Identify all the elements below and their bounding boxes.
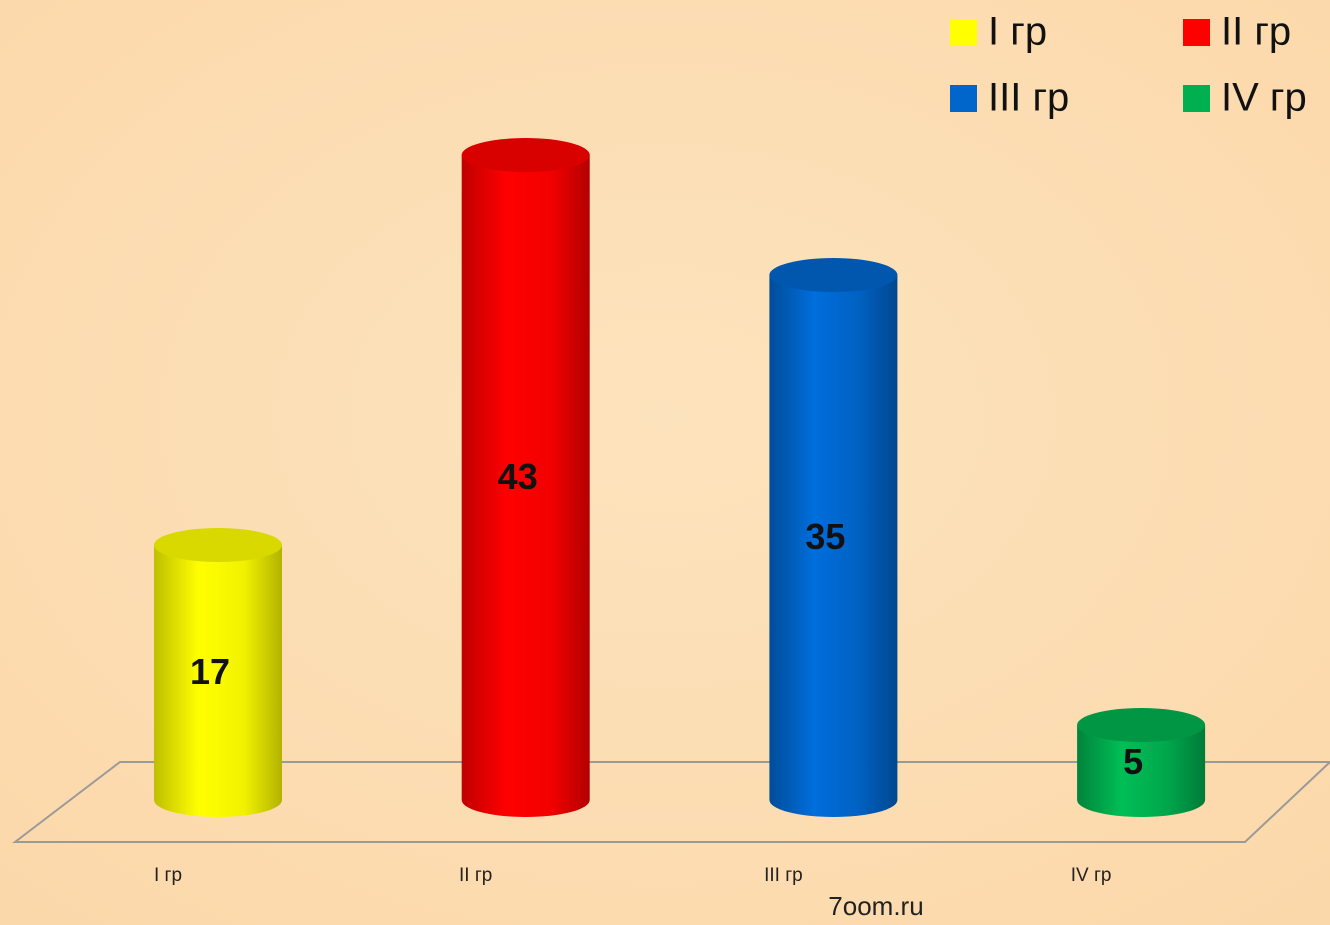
bar xyxy=(1077,708,1206,817)
x-tick-label: II гр xyxy=(459,865,492,886)
x-tick-label: I гр xyxy=(154,865,182,886)
floor xyxy=(12,761,1330,843)
legend-swatch xyxy=(950,85,977,112)
legend-label: IV гр xyxy=(1221,76,1307,120)
legend-label: I гр xyxy=(988,10,1047,54)
cylinder-body xyxy=(461,155,590,817)
value-label: 17 xyxy=(190,651,230,692)
cylinder-body xyxy=(1077,725,1206,817)
x-tick-label: III гр xyxy=(764,865,803,886)
legend-swatch xyxy=(950,19,977,46)
value-label: 5 xyxy=(1123,741,1143,782)
cylinder-body xyxy=(154,545,282,817)
bar xyxy=(461,138,590,817)
value-label: 35 xyxy=(805,516,845,557)
legend-label: III гр xyxy=(988,76,1069,120)
cylinder-top xyxy=(461,138,590,172)
value-label: 43 xyxy=(498,456,538,497)
legend-swatch xyxy=(1183,85,1210,112)
bar xyxy=(154,528,282,817)
cylinder-body xyxy=(769,275,898,817)
watermark: 7oom.ru xyxy=(828,891,923,921)
x-tick-label: IV гр xyxy=(1071,865,1112,886)
cylinder-top xyxy=(769,258,898,292)
legend-label: II гр xyxy=(1221,10,1291,54)
bar xyxy=(769,258,898,817)
cylinder-top xyxy=(154,528,282,562)
cylinder-top xyxy=(1077,708,1206,742)
legend-swatch xyxy=(1183,19,1210,46)
